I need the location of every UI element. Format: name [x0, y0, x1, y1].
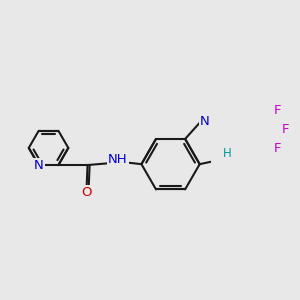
Text: O: O — [81, 186, 92, 200]
Text: N: N — [200, 115, 209, 128]
Text: H: H — [223, 147, 232, 161]
Text: N: N — [34, 159, 43, 172]
Text: F: F — [274, 142, 281, 154]
Text: F: F — [282, 123, 290, 136]
Text: F: F — [274, 104, 281, 117]
Text: NH: NH — [108, 153, 128, 166]
